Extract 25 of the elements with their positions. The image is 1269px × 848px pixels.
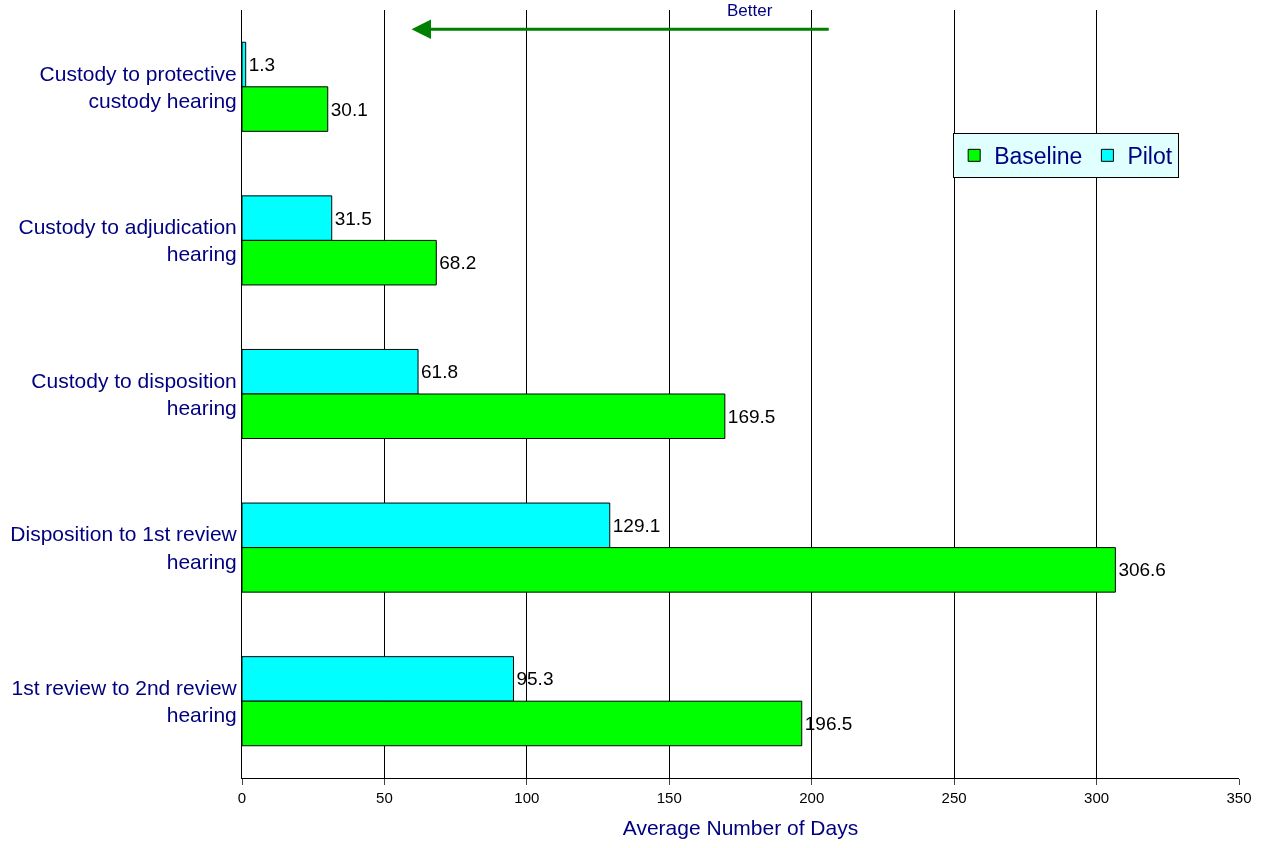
x-tick-label: 50 — [376, 789, 393, 806]
y-tick-label: Custody to protective custody hearing — [39, 61, 237, 112]
y-tick-label: 1st review to 2nd review hearing — [11, 675, 238, 727]
y-tick-label: Custody to adjudication hearing — [18, 215, 237, 266]
data-label: 61.8 — [421, 361, 459, 383]
x-tick-label: 350 — [1226, 789, 1252, 806]
y-tick-label: Custody to disposition hearing — [31, 368, 237, 419]
x-tick-label: 150 — [656, 789, 682, 806]
x-axis-title: Average Number of Days — [622, 816, 859, 840]
data-label: 129.1 — [612, 514, 661, 536]
data-label: 169.5 — [727, 405, 776, 427]
data-label: 1.3 — [248, 54, 276, 76]
x-tick-label: 100 — [514, 789, 540, 806]
data-label: 30.1 — [330, 98, 368, 120]
x-tick-label: 200 — [799, 789, 825, 806]
legend-label: Baseline — [994, 143, 1083, 170]
data-label: 31.5 — [334, 207, 372, 229]
data-label: 68.2 — [439, 252, 477, 274]
x-tick-label: 0 — [237, 789, 247, 806]
x-tick-label: 250 — [941, 789, 967, 806]
y-tick-label: Disposition to 1st review hearing — [10, 522, 238, 573]
legend-label: Pilot — [1127, 143, 1173, 170]
data-label: 306.6 — [1118, 559, 1166, 581]
annotation: Better — [727, 1, 773, 20]
x-tick-label: 300 — [1084, 789, 1110, 806]
